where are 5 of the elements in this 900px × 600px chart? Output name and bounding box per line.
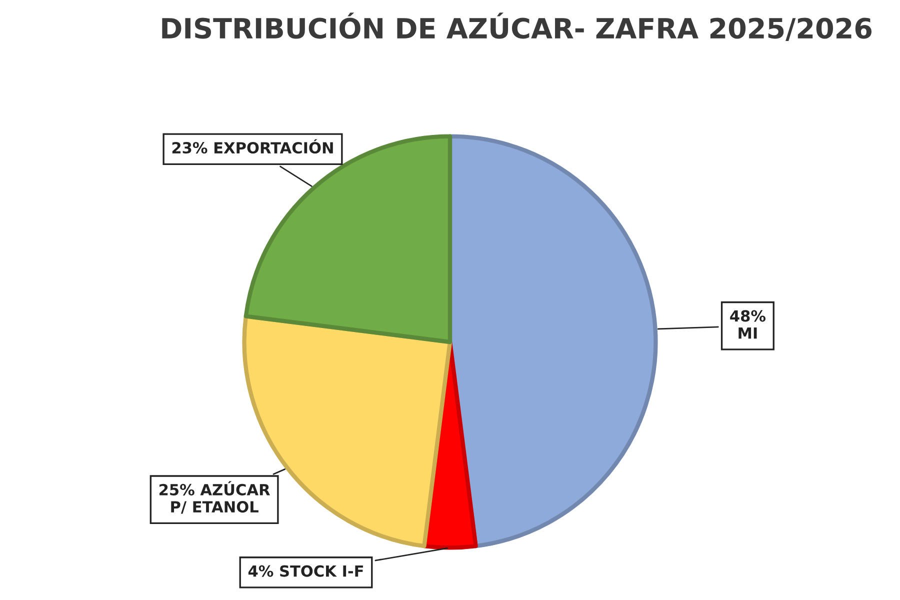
- chart-title: DISTRIBUCIÓN DE AZÚCAR- ZAFRA 2025/2026: [162, 12, 872, 41]
- slice-label: 25% AZÚCAR P/ ETANOL: [160, 481, 270, 514]
- slice-label: 23% EXPORTACIÓN: [172, 139, 333, 154]
- slice-label: 48% MI: [730, 310, 766, 339]
- slice-label: 4% STOCK I-F: [248, 565, 363, 577]
